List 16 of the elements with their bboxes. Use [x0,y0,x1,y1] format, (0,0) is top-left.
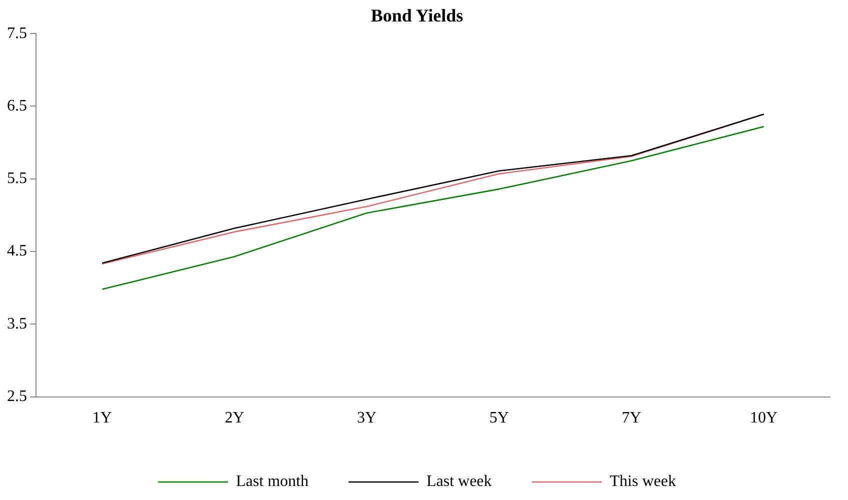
legend-label: Last week [426,473,492,490]
x-tick-label: 7Y [622,410,642,427]
y-tick-label: 6.5 [7,97,27,114]
x-tick-label: 5Y [489,410,510,427]
y-tick-label: 3.5 [7,315,27,332]
legend-label: This week [610,473,676,490]
x-tick-label: 3Y [357,410,378,427]
y-tick-label: 7.5 [7,24,27,42]
legend-label: Last month [236,473,308,490]
x-tick-label: 1Y [92,410,112,427]
y-tick-label: 4.5 [7,242,27,260]
chart-title: Bond Yields [370,5,464,26]
x-tick-label: 2Y [224,410,245,427]
y-tick-label: 2.5 [7,388,27,406]
x-tick-label: 10Y [750,410,778,427]
y-tick-label: 5.5 [7,170,27,188]
